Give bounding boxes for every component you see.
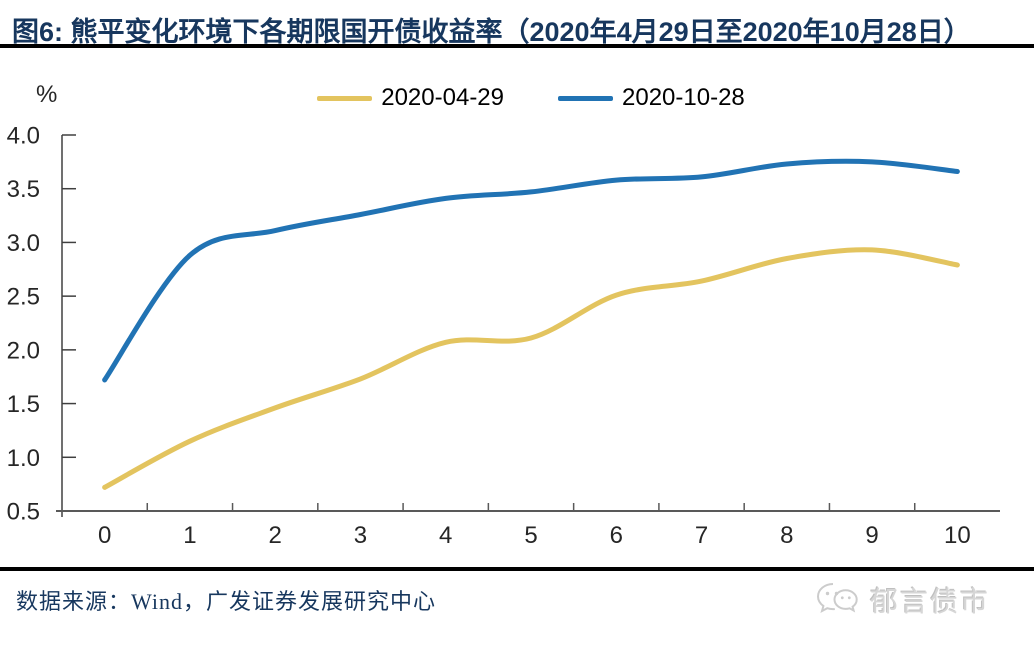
legend-swatch-blue [558, 95, 613, 101]
legend-swatch-yellow [317, 95, 373, 101]
x-tick-label: 7 [695, 522, 708, 549]
y-tick-label: 1.0 [7, 445, 40, 472]
chart-title: 图6: 熊平变化环境下各期限国开债收益率（2020年4月29日至2020年10月… [12, 17, 971, 47]
legend-item-2020-10-28: 2020-10-28 [558, 84, 745, 112]
footer-divider [0, 567, 1034, 571]
x-tick-label: 6 [610, 522, 623, 549]
x-tick-label: 1 [183, 522, 196, 549]
x-tick-label: 0 [98, 522, 111, 549]
chart-legend: 2020-04-29 2020-10-28 [0, 84, 1034, 112]
y-tick-label: 2.0 [7, 337, 40, 364]
legend-label: 2020-04-29 [381, 84, 504, 111]
x-tick-label: 3 [354, 522, 367, 549]
legend-label: 2020-10-28 [622, 84, 745, 111]
data-source-note: 数据来源：Wind，广发证券发展研究中心 [16, 589, 436, 614]
y-tick-label: 2.5 [7, 284, 40, 311]
watermark: 郁言债市 [816, 580, 990, 620]
series-line-2020-04-29 [102, 247, 960, 490]
y-tick-label: 3.0 [7, 230, 40, 257]
x-tick-label: 9 [865, 522, 878, 549]
y-tick-label: 3.5 [7, 176, 40, 203]
legend-item-2020-04-29: 2020-04-29 [317, 84, 504, 112]
x-tick-label: 8 [780, 522, 793, 549]
y-axis-unit-label: % [36, 81, 58, 108]
y-tick-label: 1.5 [7, 391, 40, 418]
x-tick-label: 10 [944, 522, 971, 549]
title-divider [0, 44, 1034, 48]
x-tick-label: 2 [269, 522, 282, 549]
y-tick-label: 0.5 [7, 499, 40, 526]
y-tick-label: 4.0 [7, 123, 40, 150]
series-line-2020-10-28 [102, 158, 960, 383]
wechat-icon [816, 583, 858, 613]
x-tick-label: 4 [439, 522, 452, 549]
x-tick-label: 5 [524, 522, 537, 549]
watermark-text: 郁言债市 [869, 586, 990, 617]
